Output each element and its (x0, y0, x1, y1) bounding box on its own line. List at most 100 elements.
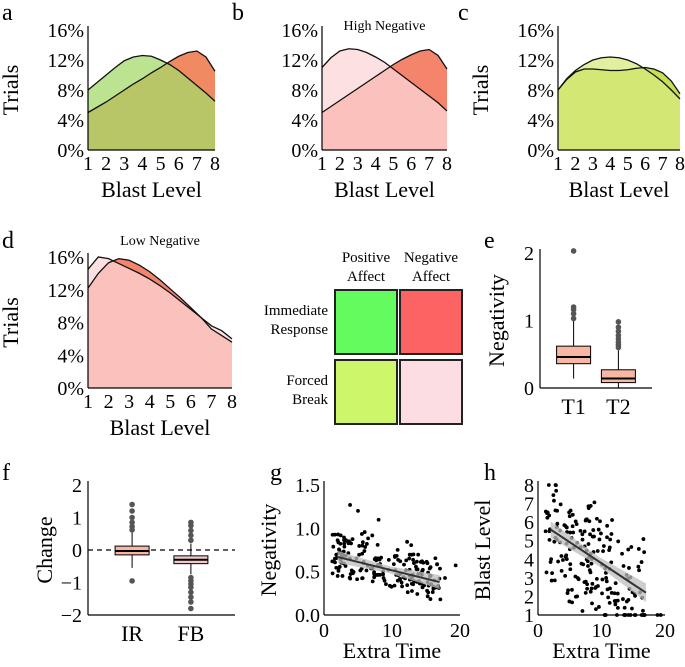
scatter-point (583, 518, 588, 523)
scatter-point (364, 542, 369, 546)
scatter-point (586, 542, 591, 546)
y-tick-label: 12% (281, 50, 318, 72)
area-outline-0 (321, 48, 448, 114)
scatter-point (554, 483, 558, 488)
scatter-point (596, 527, 601, 532)
scatter-point (605, 523, 610, 528)
scatter-point (348, 503, 352, 507)
outlier-point (188, 537, 194, 544)
scatter-point (407, 556, 412, 561)
scatter-point (607, 600, 612, 605)
scatter-point (377, 557, 382, 562)
x-axis-label: Blast Level (110, 415, 211, 440)
y-tick-label: 16% (517, 20, 554, 42)
outlier-point (188, 605, 194, 612)
scatter-point (593, 586, 598, 590)
x-tick-label: 20 (655, 620, 675, 642)
y-tick-label: 16% (47, 247, 84, 269)
scatter-point (575, 594, 580, 599)
scatter-point (404, 558, 409, 563)
x-tick-label: 1 (317, 153, 327, 175)
scatter-point (606, 595, 611, 600)
area-series-1 (322, 48, 447, 150)
scatter-point (395, 547, 400, 552)
scatter-point (415, 592, 420, 596)
scatter-point (556, 559, 560, 564)
scatter-point (360, 576, 364, 581)
scatter-point (605, 587, 610, 592)
x-tick-label: 3 (588, 153, 598, 175)
scatter-point (580, 609, 585, 613)
scatter-point (597, 605, 601, 609)
area-outline-1 (87, 256, 233, 340)
scatter-point (412, 561, 416, 566)
scatter-point (389, 584, 394, 589)
legend-row-header: Immediate (264, 303, 328, 319)
scatter-point (571, 530, 576, 535)
scatter-point (350, 537, 355, 542)
scatter-point (433, 556, 438, 561)
scatter-point (362, 530, 367, 534)
scatter-point (555, 508, 559, 513)
x-tick-label: 2 (101, 153, 111, 175)
scatter-point (558, 502, 563, 507)
scatter-point (568, 567, 573, 572)
scatter-point (438, 566, 442, 571)
scatter-point (372, 575, 377, 580)
y-tick-label: 0% (57, 140, 84, 162)
scatter-point (416, 552, 421, 557)
scatter-point (590, 601, 594, 606)
legend-cell (334, 289, 398, 355)
scatter-point (370, 533, 375, 538)
scatter-point (592, 534, 596, 539)
x-tick-label: 6 (186, 391, 196, 413)
scatter-point (552, 498, 556, 503)
scatter-point (331, 544, 336, 549)
scatter-point (376, 572, 381, 577)
scatter-point (405, 583, 410, 588)
legend-col-header: Affect (412, 269, 451, 285)
scatter-point (424, 559, 429, 564)
scatter-point (624, 599, 629, 604)
y-tick-label: 1.5 (295, 475, 320, 497)
scatter-point (333, 556, 337, 561)
y-axis-label: Trials (468, 65, 493, 116)
scatter-point (366, 536, 370, 541)
scatter-point (600, 577, 605, 582)
legend-cell (399, 289, 463, 355)
scatter-point (443, 576, 447, 580)
y-axis-label: Change (32, 516, 57, 583)
scatter-point (364, 568, 369, 573)
scatter-point (334, 552, 339, 557)
scatter-point (612, 591, 617, 596)
outlier-point (129, 514, 135, 521)
outlier-point (188, 527, 194, 534)
x-tick-label: 5 (623, 153, 633, 175)
x-axis-label: Blast Level (569, 177, 670, 202)
scatter-point (579, 561, 584, 566)
scatter-point (336, 540, 341, 545)
y-tick-label: 2 (524, 586, 534, 608)
x-tick-label: 3 (353, 153, 363, 175)
legend-row-header: Break (292, 392, 328, 408)
outlier-point (188, 594, 194, 600)
x-tick-label: 6 (406, 153, 416, 175)
area-outline-0 (87, 50, 216, 114)
outlier-point (129, 519, 135, 526)
scatter-point (549, 578, 554, 583)
area-outline-1 (557, 56, 681, 100)
scatter-point (414, 567, 419, 572)
x-tick-label: 3 (119, 153, 129, 175)
x-tick-label: 7 (192, 153, 202, 175)
y-tick-label: 2 (524, 243, 534, 265)
y-tick-label: 8% (527, 80, 554, 102)
scatter-point (585, 559, 590, 564)
scatter-point (360, 540, 365, 545)
panel-title: Low Negative (120, 234, 200, 249)
scatter-point (420, 559, 424, 564)
scatter-point (410, 589, 414, 593)
scatter-point (639, 560, 644, 564)
y-tick-label: 3 (524, 568, 534, 590)
scatter-point (393, 555, 397, 559)
scatter-point (360, 543, 365, 548)
